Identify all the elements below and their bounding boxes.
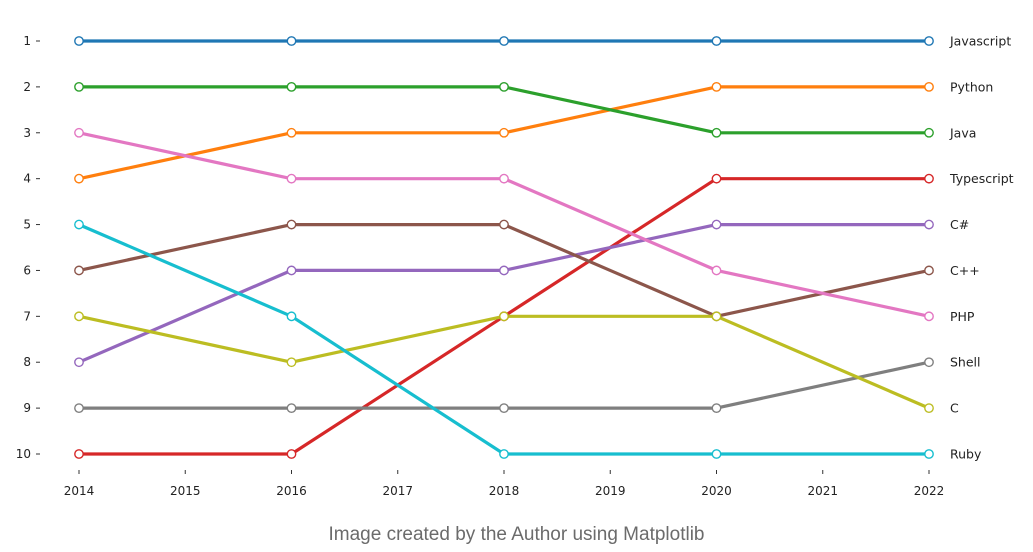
data-point [286,403,297,414]
y-tick-label: 5 [23,218,31,232]
data-point [711,449,722,459]
data-point [711,127,722,138]
data-point [924,357,934,368]
data-point [499,219,509,230]
series-lines [77,39,931,456]
data-point [711,403,722,414]
x-tick-label: 2018 [489,484,520,498]
x-tick-label: 2021 [807,484,838,498]
y-tick-label: 6 [23,263,31,277]
y-tick-label: 2 [23,80,31,94]
data-point [711,81,722,92]
series-markers [74,36,934,459]
series-line-c [77,314,931,410]
y-tick-label: 8 [23,355,31,369]
y-axis: 1 2 3 4 5 6 7 8 9 10 [16,34,40,461]
data-point [924,449,934,459]
data-point [74,357,84,368]
data-point [924,265,934,276]
x-axis: 2014 2015 2016 2017 2018 2019 2020 2021 2022 [64,470,945,498]
data-point [711,219,722,230]
series-label: C [950,401,959,416]
bump-chart: 1 2 3 4 5 6 7 8 9 10 2014 2015 2016 2017 2018 2019 2020… [16,34,1014,499]
series-label: Javascript [949,34,1011,49]
series-label: C++ [950,263,980,278]
data-point [74,311,84,322]
x-tick-label: 2017 [382,484,413,498]
series-line-java [77,85,931,135]
data-point [74,403,84,414]
series-labels: Javascript Python Java Typescript C# C++ PHP Sh… [949,34,1014,462]
data-point [499,449,509,459]
y-tick-label: 7 [23,309,31,323]
series-label: PHP [950,309,975,324]
y-tick-label: 1 [23,34,31,48]
data-point [499,36,509,46]
series-label: Shell [950,355,981,370]
data-point [286,311,297,322]
y-tick-label: 10 [16,447,31,461]
data-point [286,357,297,368]
data-point [499,81,509,92]
x-tick-label: 2020 [701,484,732,498]
data-point [74,449,84,459]
data-point [286,265,297,276]
series-label: Typescript [949,171,1014,186]
data-point [711,265,722,276]
data-point [924,127,934,138]
data-point [924,36,934,46]
series-label: Ruby [950,447,982,462]
x-tick-label: 2016 [276,484,307,498]
data-point [499,265,509,276]
data-point [924,219,934,230]
series-label: Python [950,79,993,94]
data-point [924,311,934,322]
data-point [924,173,934,184]
data-point [286,219,297,230]
x-tick-label: 2019 [595,484,626,498]
data-point [74,127,84,138]
data-point [74,265,84,276]
data-point [74,81,84,92]
image-caption: Image created by the Author using Matplo… [328,524,705,545]
data-point [74,219,84,230]
series-line-c- [77,223,931,364]
data-point [499,127,509,138]
data-point [286,127,297,138]
data-point [924,403,934,414]
y-tick-label: 4 [23,172,31,186]
x-tick-label: 2015 [170,484,201,498]
data-point [711,36,722,46]
y-tick-label: 3 [23,126,31,140]
series-line-ruby [77,223,931,456]
data-point [711,173,722,184]
x-tick-label: 2022 [914,484,945,498]
series-line-shell [77,360,931,410]
data-point [74,173,84,184]
data-point [499,173,509,184]
data-point [924,81,934,92]
y-tick-label: 9 [23,401,31,415]
series-label: C# [950,217,969,232]
data-point [286,173,297,184]
data-point [286,81,297,92]
data-point [74,36,84,46]
series-label: Java [949,125,976,140]
data-point [499,311,509,322]
data-point [499,403,509,414]
x-tick-label: 2014 [64,484,95,498]
data-point [286,36,297,46]
data-point [286,449,297,459]
data-point [711,311,722,322]
